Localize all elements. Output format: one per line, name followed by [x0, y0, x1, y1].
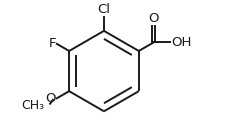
Text: F: F [48, 37, 56, 50]
Text: O: O [45, 92, 56, 105]
Text: OH: OH [170, 36, 191, 49]
Text: CH₃: CH₃ [21, 99, 44, 112]
Text: O: O [148, 12, 158, 25]
Text: Cl: Cl [97, 3, 110, 16]
